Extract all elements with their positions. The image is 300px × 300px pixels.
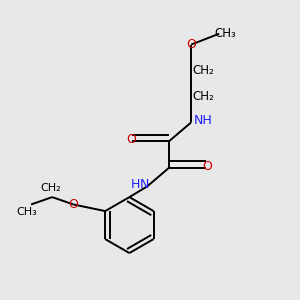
Text: O: O [68,198,78,211]
Text: CH₃: CH₃ [214,27,236,40]
Text: N: N [140,178,149,191]
Text: CH₃: CH₃ [16,207,37,217]
Text: CH₂: CH₂ [40,183,61,193]
Text: CH₂: CH₂ [192,90,214,103]
Text: CH₂: CH₂ [192,64,214,77]
Text: NH: NH [194,114,213,127]
Text: O: O [202,160,212,173]
Text: O: O [126,133,136,146]
Text: H: H [130,178,140,191]
Text: O: O [186,38,196,51]
